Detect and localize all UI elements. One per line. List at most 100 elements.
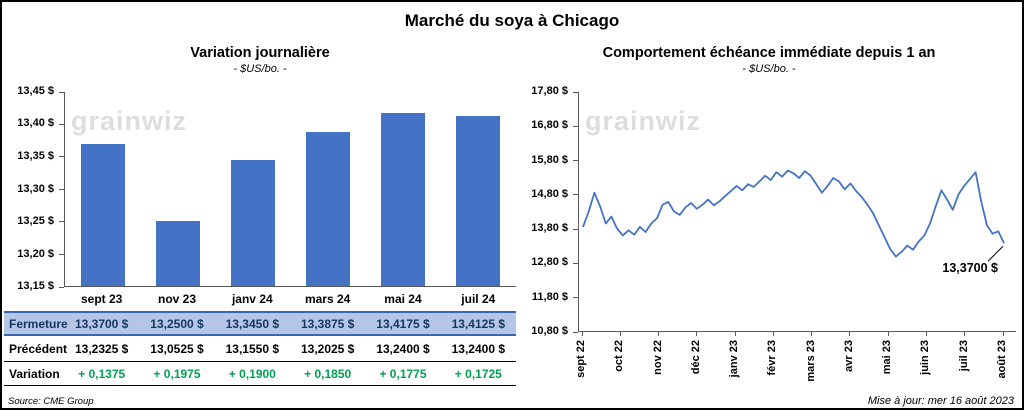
annotation-leader-line [987,245,1004,262]
y-tick-label: 10,80 $ [531,325,568,337]
y-tick-mark [59,156,64,158]
x-tick-mark [887,332,889,336]
x-axis-label: févr 23 [766,340,779,376]
y-tick-label: 13,25 $ [17,214,54,227]
x-tick-mark [925,332,927,336]
table-cell: + 0,1900 [228,366,276,381]
table-row-1: Précédent 13,2325 $ 13,0525 $ 13,1550 $ 13,2… [4,336,516,361]
y-tick-mark [59,254,64,255]
x-axis-label: déc 22 [689,340,702,375]
y-tick-mark [573,125,578,127]
line-chart-title: Comportement échéance immédiate depuis 1… [602,45,936,61]
grainwiz-watermark: grainwiz [71,106,188,136]
y-tick-label: 12,80 $ [531,256,568,269]
x-tick-mark [734,332,736,336]
table-cell: + 0,1725 [454,366,502,381]
category-label: janv 24 [231,292,273,306]
x-axis-label: janv 23 [728,340,741,378]
x-axis-label: mai 23 [881,340,894,375]
source-note: Source: CME Group [8,396,94,407]
row-label: Précédent [9,341,68,356]
y-tick-mark [573,331,578,333]
table-cell: 13,2400 $ [376,341,430,356]
y-tick-label: 13,35 $ [17,149,54,162]
row-label: Variation [9,366,60,381]
price-line-svg [582,169,1005,262]
y-tick-label: 13,30 $ [17,182,54,195]
table-row-2: Variation + 0,1375 + 0,1975 + 0,1900 + 0,185… [4,361,516,386]
x-axis-label: juil 23 [957,340,970,372]
bar-mai-24 [381,113,426,286]
bar-mars-24 [306,132,351,286]
category-label: sept 23 [80,292,123,306]
y-tick-label: 16,80 $ [531,119,568,132]
y-tick-label: 13,15 $ [17,280,54,292]
x-tick-mark [811,332,813,336]
x-tick-mark [772,332,774,336]
table-cell: 13,1550 $ [225,341,280,356]
y-tick-label: 14,80 $ [531,187,568,200]
y-tick-mark [573,160,578,162]
closing-table: Fermeture 13,3700 $ 13,2500 $ 13,3450 $ 13,3… [4,311,516,386]
bar-chart-subtitle: - $US/bo. - [233,63,287,75]
line-y-axis: 17,80 $ 16,80 $ 15,80 $ 14,80 $ 13,80 $ 12,80… [522,85,578,337]
x-tick-mark [619,332,621,336]
table-cell: + 0,1775 [379,366,427,381]
table-cell: 13,3700 $ [74,316,129,331]
bar-sept-23 [80,143,125,286]
x-axis-label: nov 22 [651,340,664,375]
x-axis-label: oct 22 [613,340,626,372]
x-tick-mark [849,332,851,336]
update-note: Mise à jour: mer 16 août 2023 [867,395,1014,407]
front-month-panel: Comportement échéance immédiate depuis 1… [522,44,1016,388]
bar-chart: 13,45 $ 13,40 $ 13,35 $ 13,30 $ 13,25 $ 13,20… [4,85,516,292]
bar-juil-24 [456,116,501,286]
table-cell: 13,3875 $ [300,316,355,331]
x-axis-label: sept 22 [575,340,587,378]
x-tick-mark [964,332,966,336]
bar-chart-title: Variation journalière [190,45,330,61]
bar-plot: grainwiz [64,92,516,287]
line-chart: 17,80 $ 16,80 $ 15,80 $ 14,80 $ 13,80 $ 12,80… [522,85,1016,337]
x-axis-label: août 23 [996,340,1008,379]
table-cell: 13,2400 $ [451,341,506,356]
y-tick-label: 13,80 $ [531,222,568,235]
x-axis-label: juin 23 [919,340,932,375]
table-cell: + 0,1975 [153,366,201,381]
table-cell: 13,4175 $ [376,316,430,331]
y-tick-label: 13,45 $ [17,85,54,97]
category-label: juil 24 [461,292,496,306]
y-tick-mark [59,91,64,93]
bar-janv-24 [230,159,275,286]
y-tick-mark [59,189,64,190]
table-cell: 13,0525 $ [150,341,204,356]
category-label: mai 24 [384,292,422,306]
y-tick-label: 15,80 $ [531,153,568,166]
price-line [582,169,1005,258]
category-label: nov 23 [157,292,196,306]
x-tick-mark [658,332,660,336]
table-cell: + 0,1375 [78,366,126,381]
y-tick-mark [573,91,578,93]
y-tick-label: 13,20 $ [17,247,54,260]
x-tick-mark [581,332,583,336]
x-tick-mark [1002,332,1004,336]
table-cell: 13,3450 $ [225,316,280,331]
y-tick-mark [573,228,578,230]
line-x-labels: sept 22 oct 22 nov 22 déc 22 janv 23 févr 23 m… [575,332,1016,388]
page-title: Marché du soya à Chicago [404,11,620,30]
category-label: mars 24 [304,292,351,306]
last-price-annotation: 13,3700 $ [942,261,998,276]
daily-variation-panel: Variation journalière - $US/bo. - 13,45 … [4,44,516,386]
y-tick-mark [573,297,578,299]
line-chart-subtitle: - $US/bo. - [742,63,796,75]
table-cell: 13,2500 $ [150,316,204,331]
y-tick-mark [573,194,578,196]
table-cell: 13,2025 $ [300,341,355,356]
bar-nov-23 [155,221,200,286]
bar-y-axis: 13,45 $ 13,40 $ 13,35 $ 13,30 $ 13,25 $ 13,20… [4,85,64,292]
y-tick-label: 17,80 $ [531,85,568,97]
x-tick-mark [696,332,698,336]
line-plot: grainwiz 13,3700 $ [578,92,1016,332]
